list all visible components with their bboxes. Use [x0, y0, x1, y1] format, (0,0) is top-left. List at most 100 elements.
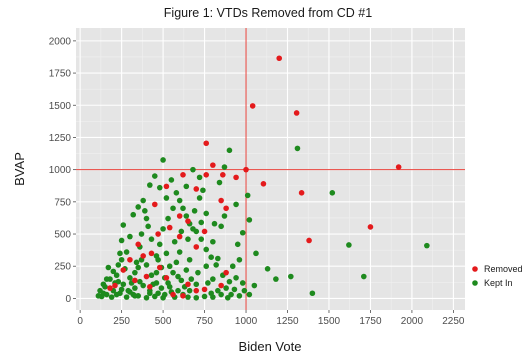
data-point-kept-in	[113, 291, 120, 298]
data-point-removed	[218, 282, 224, 289]
data-point-kept-in	[186, 287, 193, 294]
legend-marker-kept-in	[472, 280, 478, 286]
data-point-kept-in	[183, 183, 190, 190]
data-point-kept-in	[168, 177, 175, 183]
data-point-kept-in	[251, 282, 258, 289]
data-point-removed	[180, 293, 186, 299]
legend-label: Removed	[484, 264, 523, 274]
data-point-removed	[180, 171, 186, 178]
data-point-removed	[166, 224, 173, 231]
data-point-removed	[306, 237, 312, 244]
data-point-kept-in	[115, 278, 122, 285]
data-point-removed	[203, 140, 210, 147]
data-point-kept-in	[221, 164, 228, 170]
data-point-kept-in	[156, 241, 163, 248]
data-point-kept-in	[142, 208, 148, 214]
data-point-kept-in	[241, 287, 248, 294]
data-point-removed	[218, 197, 224, 204]
data-point-kept-in	[226, 147, 233, 154]
data-point-kept-in	[215, 287, 221, 294]
data-point-removed	[293, 110, 300, 116]
data-point-kept-in	[105, 264, 112, 271]
data-point-kept-in	[151, 173, 158, 179]
data-point-kept-in	[97, 287, 103, 294]
data-point-kept-in	[176, 249, 183, 255]
data-point-kept-in	[223, 285, 229, 291]
legend-label: Kept In	[484, 278, 513, 288]
data-point-kept-in	[236, 256, 243, 263]
data-point-kept-in	[175, 273, 181, 280]
data-point-kept-in	[163, 195, 170, 201]
data-point-kept-in	[203, 263, 210, 270]
data-point-kept-in	[166, 263, 173, 270]
data-point-kept-in	[200, 187, 206, 194]
data-point-kept-in	[160, 157, 166, 163]
data-point-kept-in	[198, 219, 205, 226]
data-point-removed	[193, 186, 200, 192]
data-point-kept-in	[173, 259, 180, 266]
data-point-kept-in	[234, 241, 241, 248]
data-point-kept-in	[170, 205, 176, 212]
data-point-kept-in	[236, 293, 243, 299]
data-point-removed	[185, 281, 191, 288]
data-point-removed	[395, 164, 402, 170]
data-point-kept-in	[160, 226, 166, 232]
data-point-kept-in	[118, 286, 125, 293]
data-point-removed	[127, 256, 133, 263]
data-point-kept-in	[100, 281, 107, 288]
data-point-removed	[233, 174, 239, 181]
data-point-kept-in	[140, 197, 146, 204]
data-point-kept-in	[210, 238, 216, 245]
data-point-kept-in	[218, 291, 224, 298]
data-point-kept-in	[118, 256, 125, 263]
data-point-kept-in	[137, 278, 143, 285]
x-axis-title: Biden Vote	[239, 339, 302, 354]
data-point-kept-in	[127, 275, 133, 281]
chart-title: Figure 1: VTDs Removed from CD #1	[164, 6, 372, 20]
data-point-kept-in	[193, 294, 200, 301]
data-point-kept-in	[253, 250, 259, 257]
data-point-kept-in	[120, 281, 127, 288]
y-tick-label: 750	[54, 197, 71, 208]
data-point-removed	[148, 250, 155, 257]
data-point-kept-in	[233, 275, 239, 281]
data-point-removed	[193, 287, 200, 294]
data-point-kept-in	[153, 253, 160, 259]
data-point-kept-in	[224, 294, 231, 301]
data-point-removed	[176, 233, 183, 240]
data-point-kept-in	[229, 263, 236, 270]
x-tick-label: 1750	[359, 316, 382, 327]
y-tick-label: 0	[65, 294, 71, 305]
data-point-removed	[163, 275, 170, 281]
data-point-kept-in	[132, 293, 138, 299]
data-point-kept-in	[175, 287, 181, 294]
data-point-kept-in	[130, 211, 137, 218]
data-point-kept-in	[183, 267, 190, 273]
data-point-kept-in	[309, 290, 316, 297]
y-tick-label: 2000	[49, 36, 72, 47]
x-tick-label: 0	[77, 316, 83, 327]
data-point-removed	[276, 55, 283, 62]
data-point-kept-in	[195, 269, 201, 276]
data-point-kept-in	[196, 195, 203, 201]
y-tick-label: 1750	[49, 69, 72, 80]
data-point-kept-in	[246, 291, 253, 298]
x-axis-ticks: 0 250 500 750 1000 1250 1500 1750 2000 2250	[77, 310, 465, 327]
data-point-kept-in	[163, 250, 170, 257]
data-point-kept-in	[329, 190, 336, 196]
data-point-kept-in	[173, 190, 180, 196]
y-tick-label: 500	[54, 230, 71, 241]
x-tick-label: 1250	[276, 316, 299, 327]
legend-marker-removed	[472, 266, 478, 272]
y-tick-label: 250	[54, 262, 71, 273]
data-point-removed	[120, 267, 127, 273]
data-point-kept-in	[147, 182, 153, 188]
data-point-removed	[367, 224, 374, 230]
data-point-kept-in	[361, 273, 367, 280]
data-point-kept-in	[178, 277, 185, 284]
data-point-kept-in	[213, 262, 219, 268]
data-point-kept-in	[158, 285, 165, 291]
y-tick-label: 1250	[49, 133, 72, 144]
data-point-kept-in	[203, 210, 210, 217]
data-point-kept-in	[264, 265, 271, 272]
